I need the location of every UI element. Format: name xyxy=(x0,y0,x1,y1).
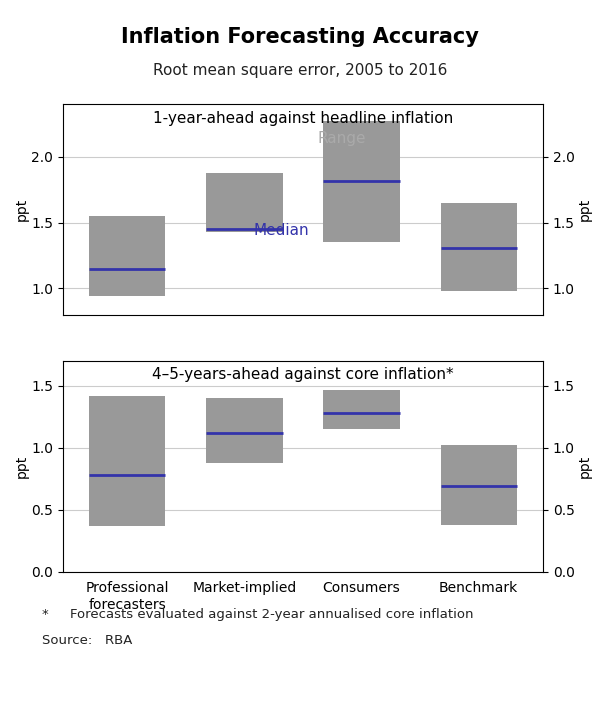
Bar xyxy=(440,203,517,291)
Bar xyxy=(206,398,283,462)
Bar xyxy=(323,122,400,242)
Text: 1-year-ahead against headline inflation: 1-year-ahead against headline inflation xyxy=(153,111,453,126)
Bar xyxy=(440,445,517,525)
Text: *     Forecasts evaluated against 2-year annualised core inflation: * Forecasts evaluated against 2-year ann… xyxy=(42,608,473,620)
Y-axis label: ppt: ppt xyxy=(14,198,29,221)
Y-axis label: ppt: ppt xyxy=(577,454,592,478)
Text: 4–5-years-ahead against core inflation*: 4–5-years-ahead against core inflation* xyxy=(152,367,454,383)
Text: Range: Range xyxy=(317,132,365,147)
Text: Source:   RBA: Source: RBA xyxy=(42,634,133,647)
Text: Median: Median xyxy=(254,224,310,239)
Y-axis label: ppt: ppt xyxy=(577,198,592,221)
Y-axis label: ppt: ppt xyxy=(14,454,29,478)
Bar xyxy=(89,216,166,296)
Bar xyxy=(89,395,166,526)
Bar xyxy=(323,390,400,429)
Bar xyxy=(206,173,283,232)
Text: Inflation Forecasting Accuracy: Inflation Forecasting Accuracy xyxy=(121,27,479,47)
Text: Root mean square error, 2005 to 2016: Root mean square error, 2005 to 2016 xyxy=(153,63,447,78)
